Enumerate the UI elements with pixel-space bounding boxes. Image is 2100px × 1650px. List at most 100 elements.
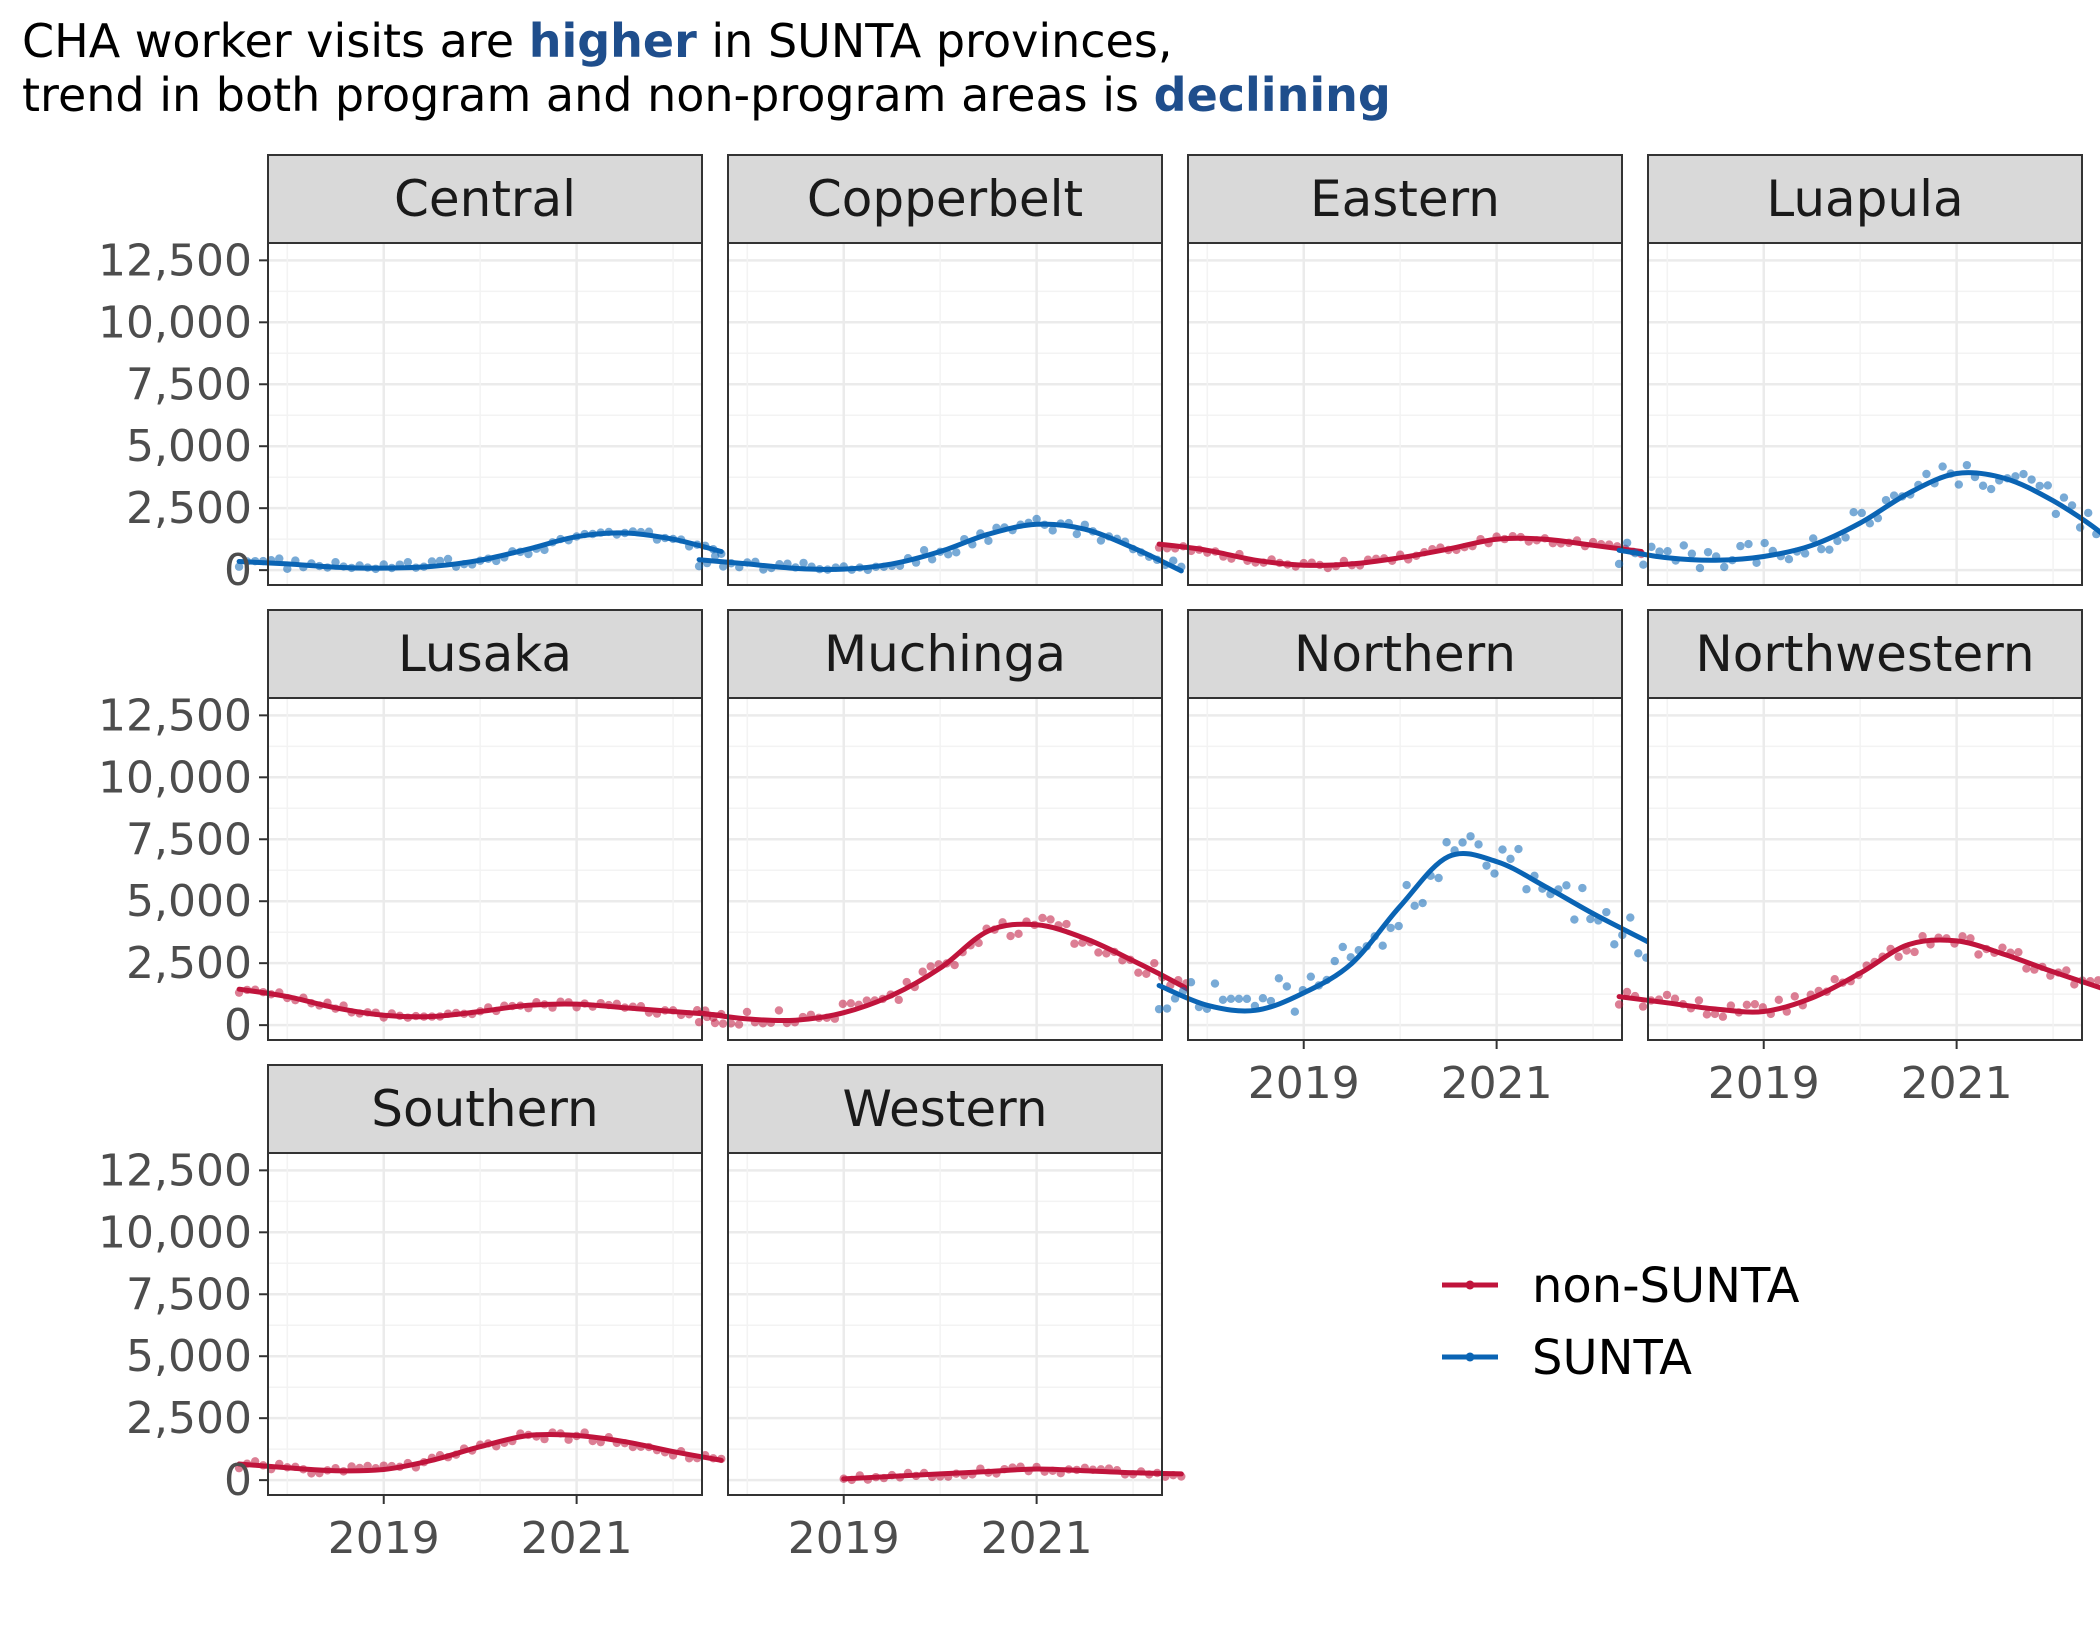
data-point xyxy=(1857,508,1866,518)
y-tick-label: 5,000 xyxy=(126,421,252,472)
data-point xyxy=(1800,549,1810,558)
strip-background xyxy=(1647,609,2083,699)
data-point xyxy=(694,1017,704,1027)
panel-southern: Southern 0 2,500 5,000 7,500 10,000 12,500 2019… xyxy=(98,1064,726,1564)
data-point xyxy=(1702,1010,1712,1019)
data-point xyxy=(718,1019,728,1028)
data-point xyxy=(1849,508,1858,517)
data-point xyxy=(1881,495,1891,505)
title-text: in SUNTA provinces, xyxy=(696,14,1173,68)
strip-background xyxy=(1187,609,1623,699)
strip-label: Luapula xyxy=(1766,170,1963,228)
data-point xyxy=(1718,1012,1728,1021)
x-tick-label: 2021 xyxy=(521,1513,633,1564)
data-point xyxy=(1210,979,1220,988)
data-point xyxy=(1622,538,1632,547)
y-tick-label: 0 xyxy=(224,545,252,596)
strip-label: Central xyxy=(394,170,576,228)
trend-line xyxy=(1156,851,1673,1014)
data-point xyxy=(1710,1009,1720,1019)
strip-background xyxy=(727,609,1163,699)
panel-luapula: Luapula xyxy=(1614,154,2100,586)
panel-background xyxy=(1188,698,1622,1040)
strip-label: Lusaka xyxy=(398,625,572,683)
data-point xyxy=(1458,838,1467,847)
panel-central: Central 0 2,500 5,000 7,500 10,000 12,500 xyxy=(98,154,726,596)
data-point xyxy=(1663,547,1672,556)
data-point xyxy=(1938,462,1947,471)
data-point xyxy=(403,557,413,567)
y-tick-label: 10,000 xyxy=(98,752,252,803)
data-point xyxy=(950,960,959,970)
data-point xyxy=(1720,562,1729,572)
data-point xyxy=(1918,931,1927,941)
data-point xyxy=(1998,943,2007,952)
legend-key-point xyxy=(1465,1280,1475,1290)
data-point xyxy=(1062,919,1071,929)
data-point xyxy=(984,536,993,545)
data-point xyxy=(1218,995,1228,1004)
panel-northern: Northern 2019 2021 xyxy=(1154,609,1675,1109)
data-point xyxy=(1687,549,1697,558)
strip-background xyxy=(1187,154,1623,244)
strip-label: Northern xyxy=(1294,625,1516,683)
data-point xyxy=(1014,929,1023,939)
strip-background xyxy=(727,1064,1163,1154)
data-point xyxy=(1562,881,1571,890)
legend: non-SUNTA SUNTA xyxy=(1442,1258,1800,1386)
title-line-2: trend in both program and non-program ar… xyxy=(22,68,1391,122)
title-text: CHA worker visits are xyxy=(22,14,529,68)
data-point xyxy=(2075,523,2085,532)
data-point xyxy=(1522,885,1531,894)
data-point xyxy=(1655,547,1664,556)
data-point xyxy=(331,557,340,567)
data-point xyxy=(1418,898,1427,908)
data-point xyxy=(1046,915,1055,924)
data-point xyxy=(1282,982,1292,991)
data-point xyxy=(427,557,437,566)
data-point xyxy=(1694,996,1704,1005)
data-point xyxy=(1736,541,1745,551)
data-point xyxy=(1662,990,1672,1000)
data-point xyxy=(1096,536,1106,545)
data-point xyxy=(1474,840,1483,849)
data-point xyxy=(1378,941,1387,950)
data-point xyxy=(2011,472,2020,481)
data-point xyxy=(1695,563,1705,573)
data-point xyxy=(1670,994,1680,1003)
data-point xyxy=(894,995,903,1005)
y-tick-label: 12,500 xyxy=(98,690,252,741)
data-point xyxy=(1922,469,1931,479)
panel-background xyxy=(1648,243,2082,585)
panel-background xyxy=(268,243,702,585)
y-tick-label: 10,000 xyxy=(98,1207,252,1258)
data-point xyxy=(2062,966,2071,975)
data-point xyxy=(1614,559,1624,569)
y-tick-label: 12,500 xyxy=(98,1145,252,1196)
data-point xyxy=(1626,913,1635,922)
data-point xyxy=(1394,921,1403,931)
data-point xyxy=(1958,932,1967,941)
data-point xyxy=(1338,942,1347,952)
data-point xyxy=(2022,964,2031,973)
title-highlight-higher: higher xyxy=(528,14,697,68)
x-tick-label: 2019 xyxy=(1708,1058,1820,1109)
data-point xyxy=(927,555,937,564)
data-point xyxy=(1726,1001,1736,1010)
data-point xyxy=(710,551,720,561)
data-point xyxy=(2027,475,2036,484)
x-tick-label: 2021 xyxy=(1901,1058,2013,1109)
data-point xyxy=(1290,1007,1300,1016)
data-point xyxy=(1514,844,1523,854)
data-point xyxy=(1752,558,1761,568)
panel-lusaka: Lusaka 0 2,500 5,000 7,500 10,000 12,500 xyxy=(98,609,726,1051)
title-line-1: CHA worker visits are higher in SUNTA pr… xyxy=(22,14,1391,68)
y-tick-label: 2,500 xyxy=(126,938,252,989)
data-point xyxy=(2014,947,2023,957)
data-point xyxy=(1032,514,1041,524)
trend-line xyxy=(696,521,1184,574)
data-point xyxy=(1466,832,1475,841)
trend-line xyxy=(696,921,1213,1024)
data-point xyxy=(275,554,284,563)
data-point xyxy=(1442,838,1451,847)
